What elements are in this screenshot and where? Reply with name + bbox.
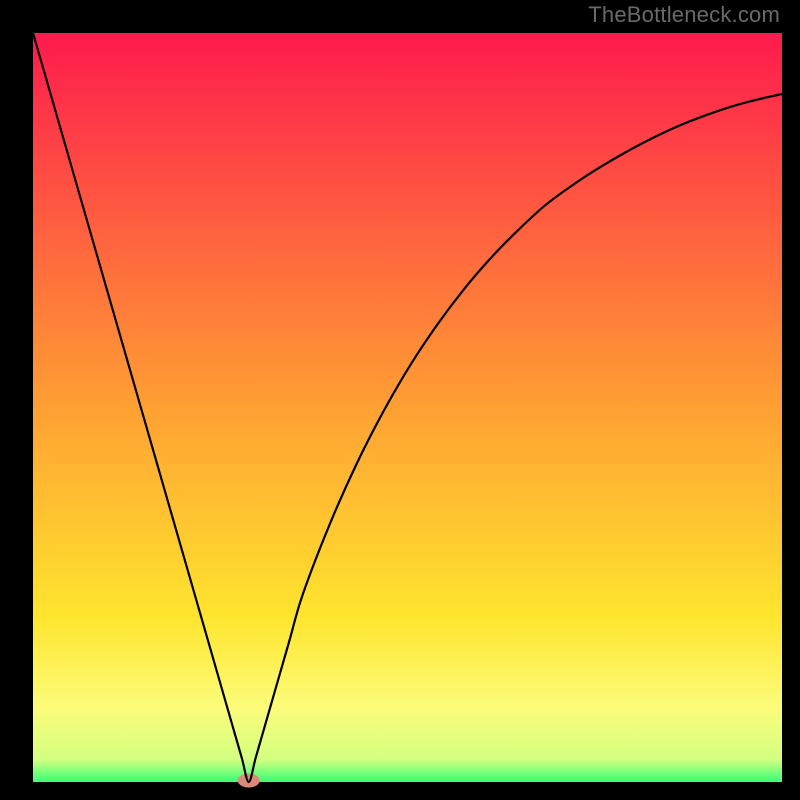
watermark-text: TheBottleneck.com <box>588 2 780 28</box>
curve-layer <box>33 33 782 782</box>
bottleneck-curve <box>33 33 782 782</box>
chart-plot-area <box>33 33 782 782</box>
vertex-marker <box>238 774 260 788</box>
